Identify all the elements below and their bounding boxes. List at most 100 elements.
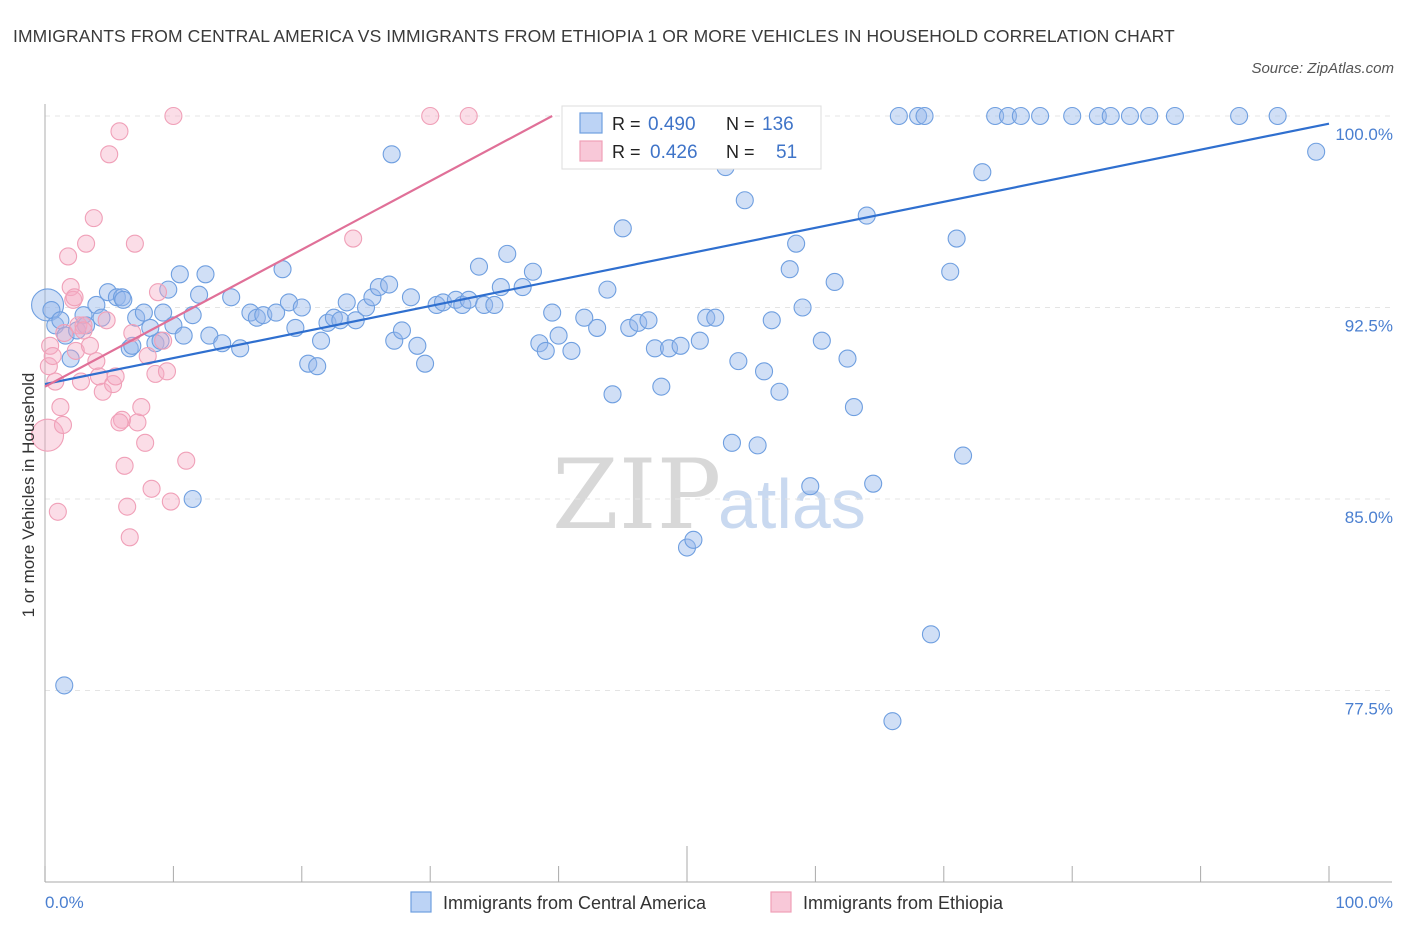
point-central-america bbox=[267, 303, 286, 322]
point-central-america bbox=[844, 398, 863, 417]
point-central-america bbox=[588, 318, 607, 337]
point-ethiopia bbox=[84, 209, 103, 228]
point-central-america bbox=[1140, 106, 1159, 126]
legend-blue-swatch bbox=[410, 891, 432, 913]
point-central-america bbox=[1063, 106, 1082, 126]
legend-pink-swatch bbox=[770, 891, 792, 913]
point-ethiopia bbox=[157, 362, 177, 381]
point-central-america bbox=[380, 275, 399, 294]
point-central-america bbox=[562, 341, 581, 360]
point-central-america bbox=[292, 298, 311, 317]
point-ethiopia bbox=[138, 346, 157, 366]
point-central-america bbox=[536, 341, 555, 360]
point-central-america bbox=[652, 377, 671, 396]
point-central-america bbox=[1031, 106, 1050, 126]
point-ethiopia bbox=[31, 418, 65, 452]
point-central-america bbox=[941, 262, 960, 281]
point-central-america bbox=[401, 288, 420, 307]
point-central-america bbox=[620, 318, 639, 337]
point-central-america bbox=[677, 538, 697, 557]
stats-blue-n-label: N = bbox=[726, 114, 755, 134]
trendline-ethiopia bbox=[44, 115, 553, 388]
point-central-america bbox=[825, 272, 844, 292]
gridlines bbox=[45, 115, 1392, 691]
y-tick-label: 100.0% bbox=[1335, 125, 1393, 144]
x-tick-label-max: 100.0% bbox=[1335, 893, 1393, 912]
point-ethiopia bbox=[112, 410, 132, 429]
point-central-america bbox=[356, 298, 376, 317]
point-ethiopia bbox=[66, 341, 85, 360]
point-central-america bbox=[883, 712, 902, 731]
point-ethiopia bbox=[53, 415, 73, 435]
point-central-america bbox=[729, 352, 748, 371]
point-central-america bbox=[671, 336, 690, 355]
point-central-america bbox=[369, 278, 388, 297]
point-central-america bbox=[174, 326, 193, 345]
point-central-america bbox=[793, 298, 812, 317]
point-ethiopia bbox=[39, 357, 58, 376]
point-ethiopia bbox=[136, 433, 155, 452]
point-central-america bbox=[42, 301, 61, 320]
y-tick-label: 92.5% bbox=[1345, 317, 1393, 336]
point-central-america bbox=[762, 311, 781, 330]
point-ethiopia bbox=[48, 502, 67, 521]
point-ethiopia bbox=[97, 311, 116, 330]
point-central-america bbox=[787, 234, 806, 253]
point-ethiopia bbox=[120, 528, 139, 547]
point-ethiopia bbox=[459, 106, 478, 126]
point-central-america bbox=[1268, 106, 1287, 126]
point-central-america bbox=[1230, 106, 1249, 126]
point-ethiopia bbox=[115, 456, 134, 475]
point-ethiopia bbox=[148, 283, 168, 302]
point-central-america bbox=[154, 303, 173, 322]
legend-pink-label: Immigrants from Ethiopia bbox=[803, 893, 1004, 913]
point-central-america bbox=[603, 385, 622, 404]
point-central-america bbox=[921, 625, 941, 644]
point-central-america bbox=[312, 331, 331, 350]
point-central-america bbox=[549, 326, 568, 345]
point-central-america bbox=[722, 433, 741, 452]
point-ethiopia bbox=[100, 145, 119, 164]
point-central-america bbox=[1088, 106, 1107, 126]
stats-pink-r-value: 0.426 bbox=[650, 142, 698, 163]
point-central-america bbox=[598, 280, 617, 299]
point-central-america bbox=[639, 311, 658, 330]
point-central-america bbox=[770, 382, 789, 401]
point-central-america bbox=[543, 303, 562, 322]
point-central-america bbox=[659, 339, 679, 358]
point-central-america bbox=[812, 331, 831, 350]
point-central-america bbox=[92, 308, 111, 327]
legend: Immigrants from Central America Immigran… bbox=[410, 891, 1004, 913]
point-central-america bbox=[954, 446, 973, 465]
stats-box: R = 0.490 N = 136 R = 0.426 N = 51 bbox=[561, 105, 822, 170]
point-central-america bbox=[575, 308, 594, 327]
point-central-america bbox=[134, 303, 153, 322]
point-central-america bbox=[337, 293, 356, 312]
point-central-america bbox=[363, 288, 382, 307]
x-tick-labels: 0.0% 100.0% bbox=[45, 893, 1393, 912]
point-central-america bbox=[998, 106, 1018, 126]
point-central-america bbox=[754, 362, 774, 381]
point-ethiopia bbox=[55, 323, 74, 343]
point-central-america bbox=[780, 260, 799, 279]
point-central-america bbox=[838, 349, 857, 368]
point-central-america bbox=[748, 436, 767, 455]
point-central-america bbox=[684, 530, 703, 549]
point-central-america bbox=[973, 163, 992, 182]
point-ethiopia bbox=[146, 364, 165, 383]
stats-blue-swatch bbox=[579, 112, 603, 134]
point-ethiopia bbox=[177, 451, 196, 470]
point-central-america bbox=[382, 145, 401, 164]
point-central-america bbox=[170, 265, 189, 284]
point-central-america bbox=[915, 106, 934, 126]
x-tick-label-min: 0.0% bbox=[45, 893, 84, 912]
point-central-america bbox=[889, 106, 908, 126]
trend-lines bbox=[44, 115, 1330, 388]
point-central-america bbox=[308, 357, 327, 376]
point-central-america bbox=[1011, 106, 1030, 126]
point-central-america bbox=[485, 295, 504, 314]
point-central-america bbox=[392, 321, 412, 340]
point-ethiopia bbox=[142, 479, 161, 498]
point-ethiopia bbox=[154, 331, 173, 350]
